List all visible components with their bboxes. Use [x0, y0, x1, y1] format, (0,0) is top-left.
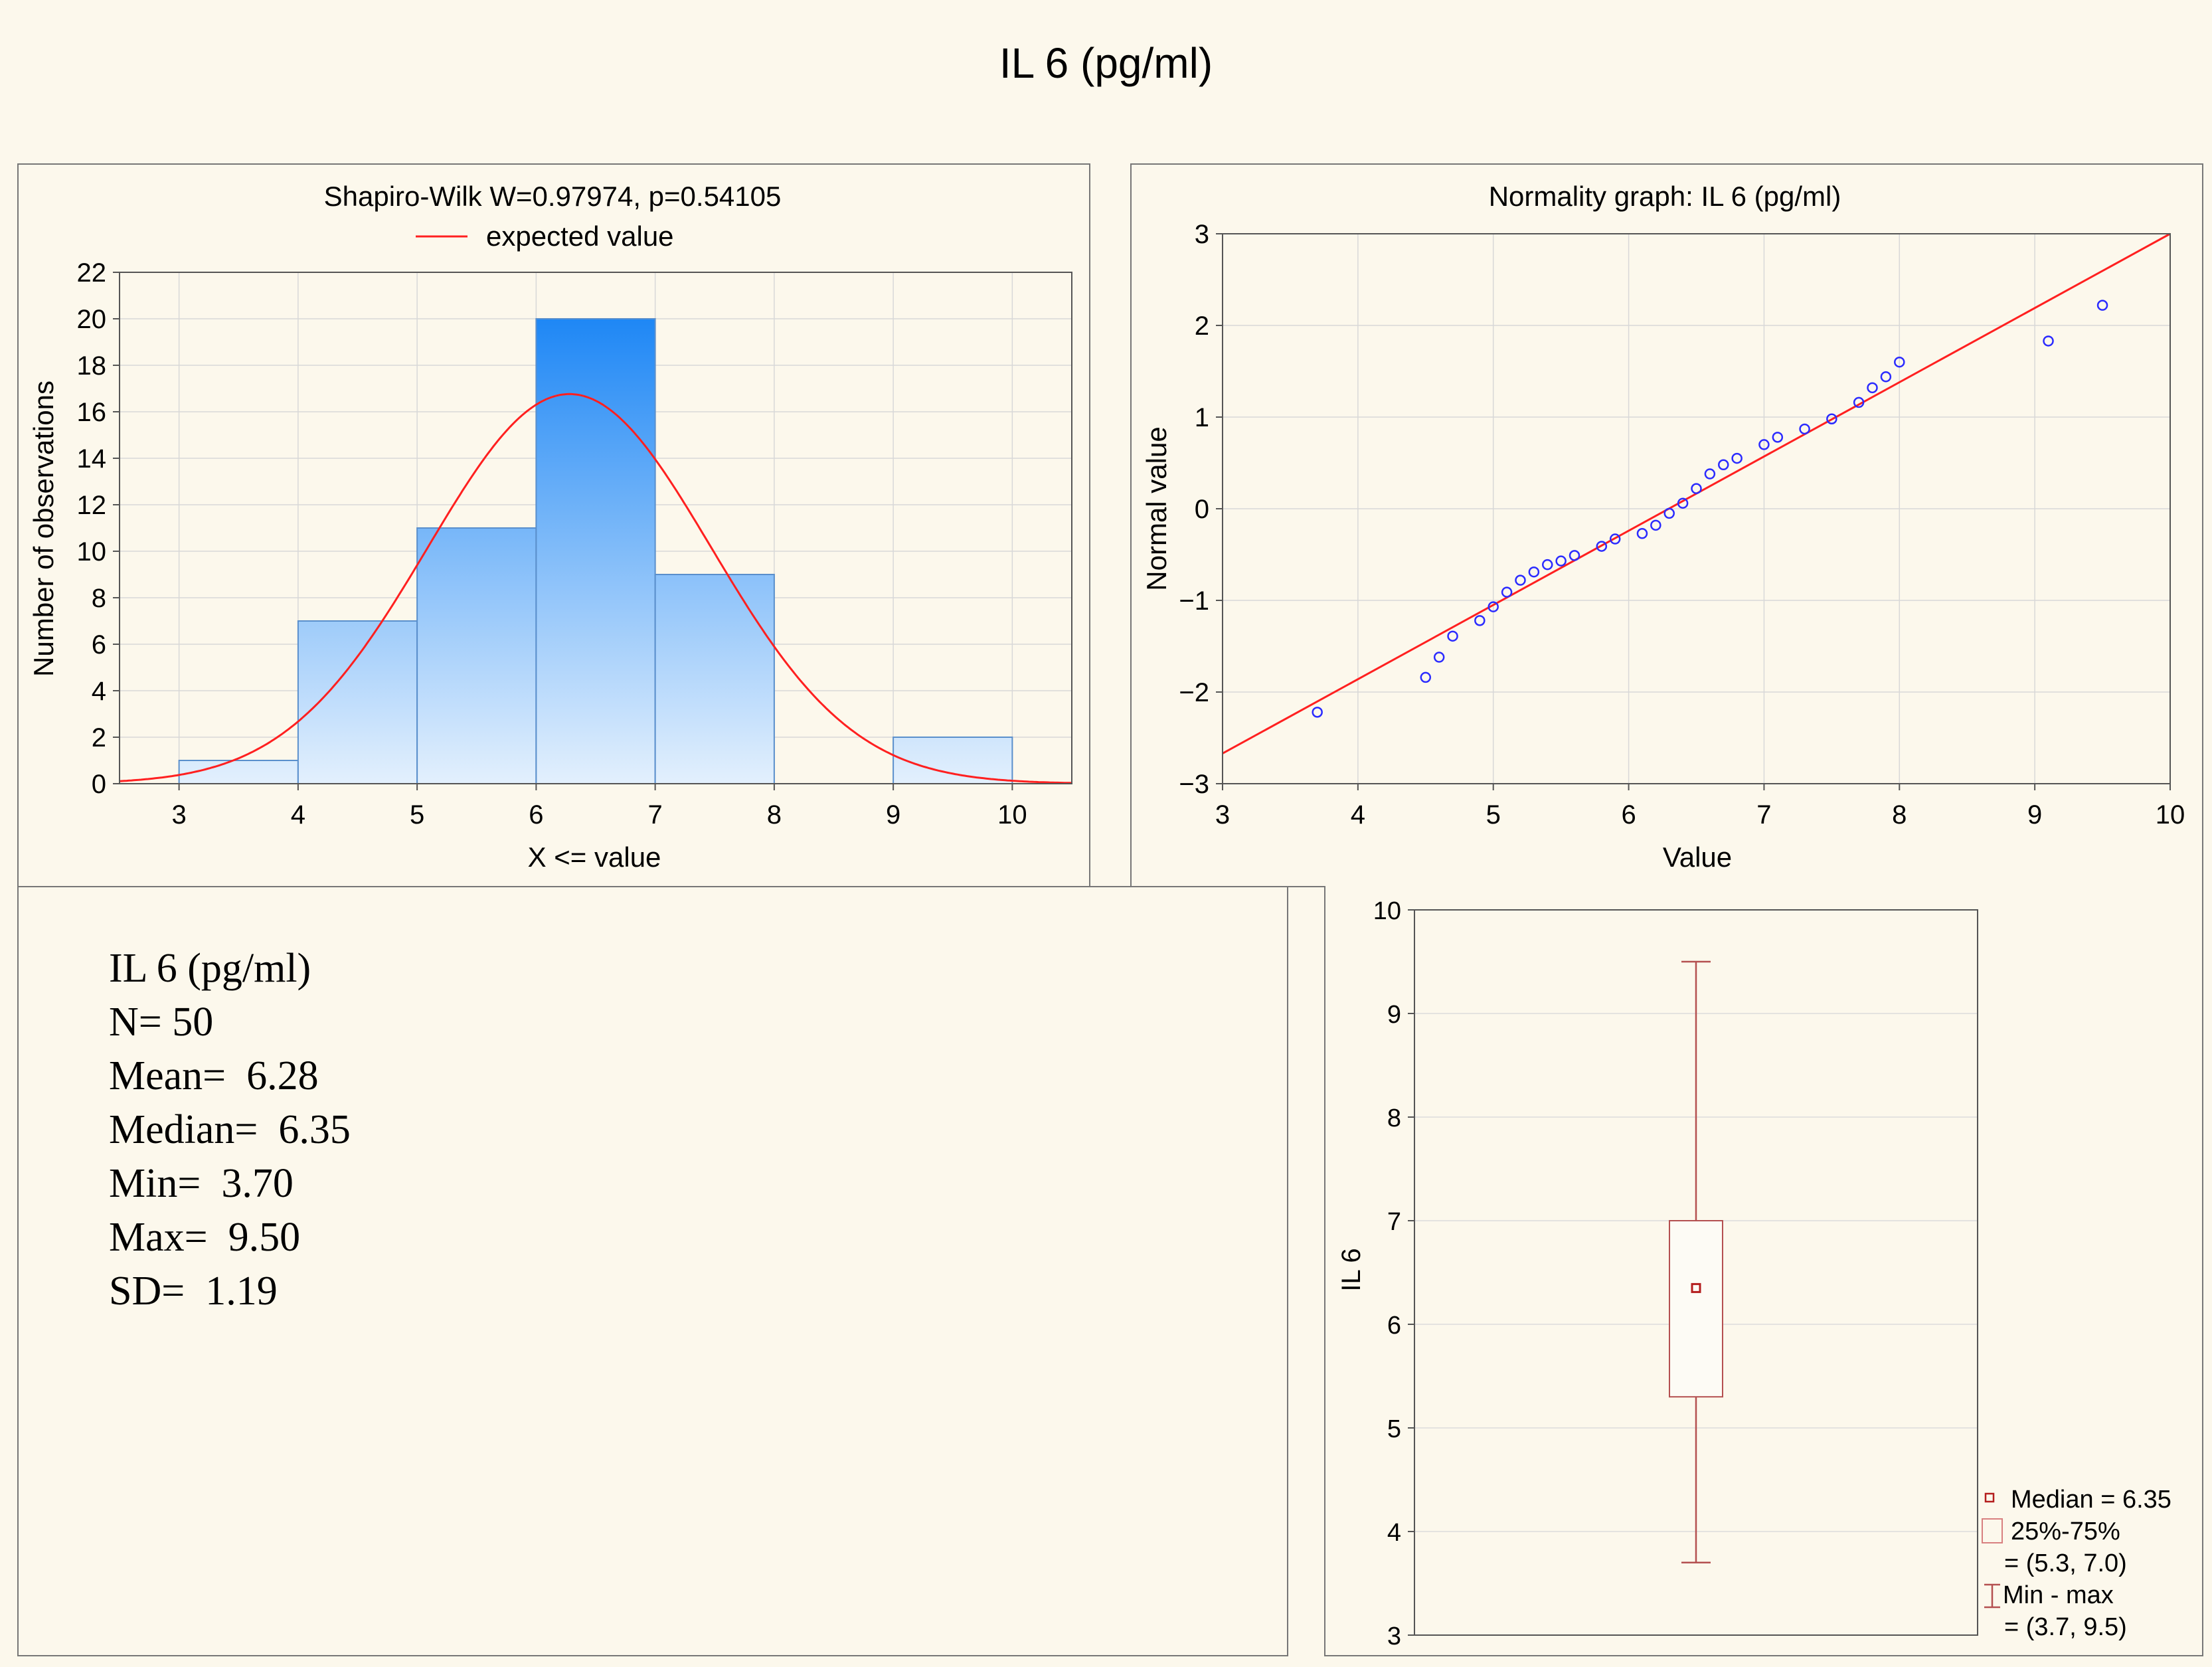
page-title: IL 6 (pg/ml) — [999, 39, 1213, 87]
boxplot-panel — [1324, 886, 2203, 1656]
stats-median: Median= 6.35 — [109, 1107, 351, 1152]
stats-max: Max= 9.50 — [109, 1215, 301, 1260]
stats-mean: Mean= 6.28 — [109, 1053, 319, 1098]
summary-statistics: IL 6 (pg/ml) N= 50 Mean= 6.28 Median= 6.… — [109, 942, 351, 1318]
stats-n: N= 50 — [109, 1000, 214, 1045]
stats-panel — [17, 886, 1288, 1656]
stats-title: IL 6 (pg/ml) — [109, 946, 311, 991]
normality-panel — [1130, 163, 2203, 887]
stats-min: Min= 3.70 — [109, 1161, 294, 1206]
stats-sd: SD= 1.19 — [109, 1269, 278, 1314]
histogram-panel — [17, 163, 1090, 887]
